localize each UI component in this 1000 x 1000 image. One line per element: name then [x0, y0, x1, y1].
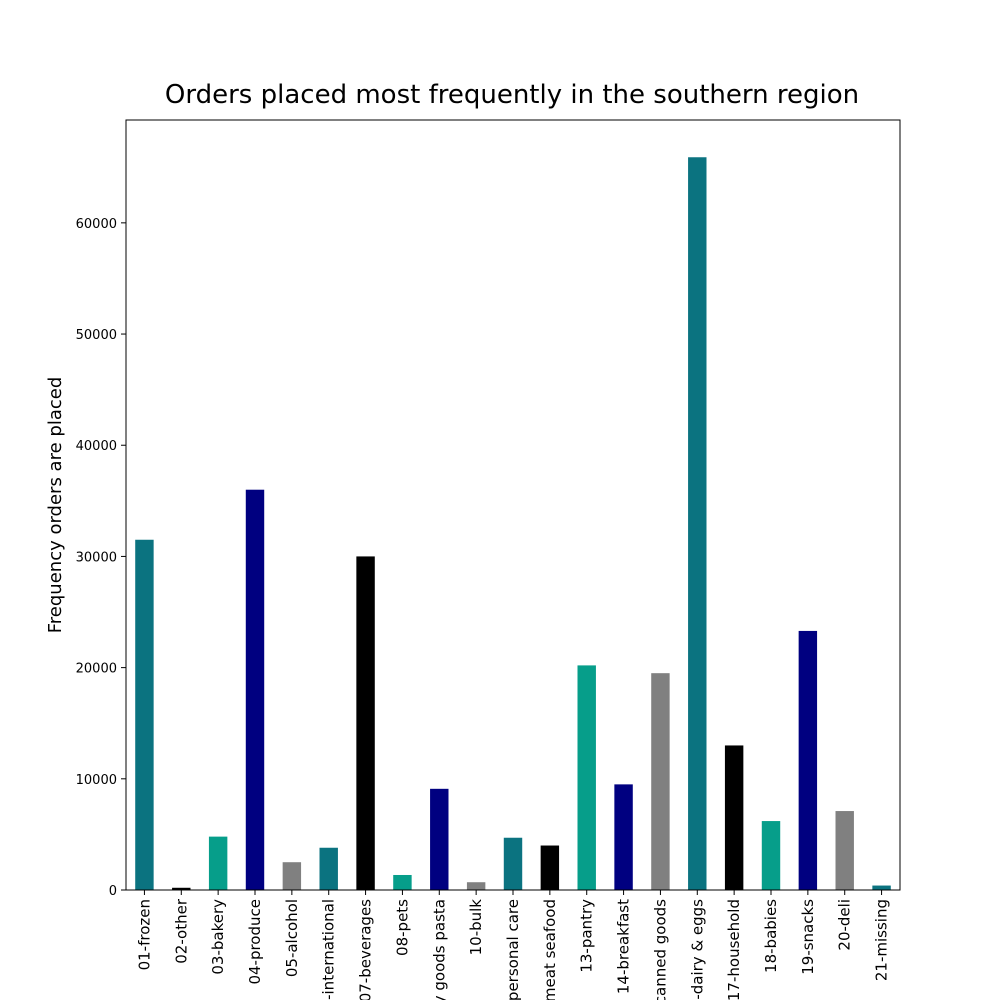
y-tick-label: 40000: [76, 439, 117, 454]
bar: [466, 882, 486, 890]
bar: [540, 845, 560, 890]
bar: [835, 811, 854, 890]
x-tick-label: 13-pantry: [578, 899, 596, 973]
y-tick-label: 50000: [76, 328, 117, 343]
bar: [651, 673, 670, 890]
bar: [319, 847, 338, 890]
bar: [761, 821, 781, 890]
bar: [430, 788, 449, 890]
y-axis-label: Frequency orders are placed: [45, 377, 66, 634]
x-tick-label: 16-dairy & eggs: [688, 899, 706, 1000]
plot-frame: [125, 119, 901, 891]
x-tick-label: 19-snacks: [799, 899, 817, 975]
x-tick-label: 17-household: [725, 899, 743, 1000]
bar: [393, 874, 412, 890]
bar: [503, 837, 523, 890]
y-tick-label: 0: [109, 884, 117, 899]
x-tick-label: 09-dry goods pasta: [430, 899, 448, 1000]
x-tick-label: 12-meat seafood: [541, 899, 559, 1000]
bar: [798, 630, 818, 890]
x-tick-label: 14-breakfast: [615, 899, 633, 994]
x-tick-label: 15-canned goods: [651, 899, 669, 1000]
bar: [577, 665, 596, 890]
y-tick-label: 20000: [76, 662, 117, 677]
x-tick-label: 11-personal care: [504, 899, 522, 1000]
x-tick-label: 05-alcohol: [283, 899, 301, 977]
bar: [135, 539, 154, 890]
bar: [282, 862, 302, 890]
x-tick-label: 08-pets: [393, 899, 411, 956]
x-tick-label: 06-international: [320, 899, 338, 1000]
x-tick-label: 21-missing: [873, 899, 891, 981]
chart-title: Orders placed most frequently in the sou…: [165, 80, 859, 110]
x-tick-label: 01-frozen: [135, 899, 153, 970]
x-tick-label: 02-other: [172, 898, 190, 964]
y-tick-label: 60000: [76, 217, 117, 232]
y-tick-label: 30000: [76, 550, 117, 565]
y-tick-label: 10000: [76, 773, 117, 788]
x-tick-label: 20-deli: [836, 899, 854, 951]
bar: [172, 887, 191, 890]
bar: [724, 745, 744, 890]
x-tick-label: 07-beverages: [357, 899, 375, 1000]
bar: [872, 885, 891, 890]
bar: [614, 784, 633, 890]
x-tick-label: 04-produce: [246, 899, 264, 985]
x-tick-label: 10-bulk: [467, 899, 485, 956]
x-tick-label: 18-babies: [762, 899, 780, 973]
bar: [208, 836, 228, 890]
bar: [245, 489, 265, 890]
bar: [356, 556, 375, 890]
x-tick-label: 03-bakery: [209, 899, 227, 975]
bar: [688, 157, 707, 891]
